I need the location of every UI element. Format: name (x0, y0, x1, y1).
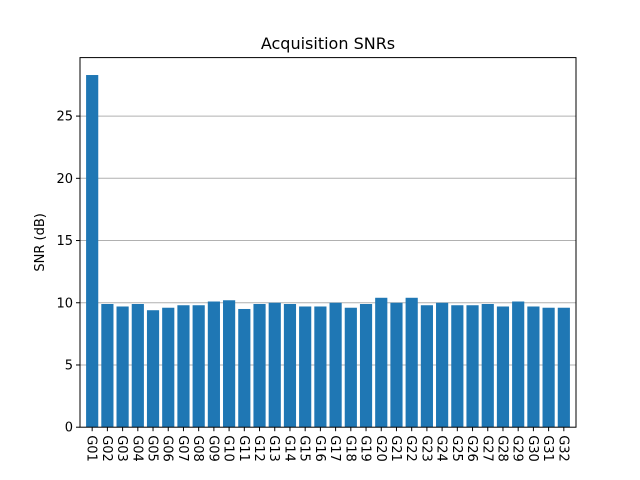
bar-g18 (344, 307, 357, 428)
bar-g03 (116, 306, 129, 428)
bar-g29 (512, 301, 525, 428)
y-tick-label: 0 (65, 421, 73, 436)
y-tick-label: 20 (56, 172, 73, 187)
x-tick-label: G21 (388, 435, 403, 462)
x-tick-label: G23 (418, 435, 433, 462)
bar-g16 (314, 306, 327, 428)
x-tick-label: G04 (129, 435, 144, 462)
bar-g23 (420, 305, 433, 428)
bar-g05 (146, 310, 160, 428)
x-tick-label: G09 (205, 435, 220, 462)
x-tick-label: G22 (403, 435, 418, 462)
x-tick-label: G29 (510, 435, 525, 462)
y-axis-ticks: 0 5 10 15 20 25 (56, 110, 80, 436)
bar-g24 (436, 302, 449, 428)
bar-g15 (299, 306, 312, 428)
bar-g26 (466, 305, 479, 428)
bar-g07 (177, 305, 190, 428)
bar-g27 (481, 304, 494, 428)
bar-g17 (329, 302, 342, 428)
bar-g22 (405, 297, 418, 428)
bar-g04 (131, 304, 144, 428)
x-tick-label: G32 (555, 435, 570, 462)
bar-g28 (496, 306, 510, 428)
x-tick-label: G12 (251, 435, 266, 462)
bar-g31 (542, 307, 555, 428)
y-tick-label: 25 (56, 110, 73, 125)
x-tick-label: G13 (266, 435, 281, 462)
x-tick-label: G10 (221, 435, 236, 462)
bar-g11 (238, 308, 251, 428)
x-tick-label: G18 (342, 435, 357, 462)
bar-g30 (527, 306, 540, 428)
x-tick-label: G27 (479, 435, 494, 462)
bar-g20 (375, 297, 388, 428)
x-tick-label: G16 (312, 435, 327, 462)
bar-g09 (207, 301, 220, 428)
bar-g10 (223, 300, 236, 428)
chart-title: Acquisition SNRs (261, 34, 395, 53)
x-tick-label: G31 (540, 435, 555, 462)
x-tick-label: G17 (327, 435, 342, 462)
bar-g12 (253, 304, 266, 428)
bars (86, 75, 570, 428)
x-tick-label: G05 (145, 435, 160, 462)
y-tick-label: 5 (65, 358, 73, 373)
x-tick-label: G15 (297, 435, 312, 462)
x-tick-label: G24 (434, 435, 449, 462)
x-tick-label: G08 (190, 435, 205, 462)
x-axis-ticks: G01 G02 G03 G04 G05 G06 G07 G08 G09 G10 G11 G12 G13 G… (84, 427, 570, 462)
x-tick-label: G14 (281, 435, 296, 462)
x-tick-label: G06 (160, 435, 175, 462)
x-tick-label: G25 (449, 435, 464, 462)
bar-g08 (192, 305, 205, 428)
plot-frame (79, 57, 577, 428)
bar-g14 (283, 304, 297, 428)
x-tick-label: G19 (358, 435, 373, 462)
y-tick-label: 15 (56, 234, 73, 249)
bar-g19 (359, 304, 373, 428)
y-axis-label: SNR (dB) (33, 213, 48, 271)
bar-g13 (268, 302, 281, 428)
x-tick-label: G03 (114, 435, 129, 462)
x-tick-label: G26 (464, 435, 479, 462)
y-tick-label: 10 (56, 296, 73, 311)
x-tick-label: G11 (236, 435, 251, 462)
bar-g25 (451, 305, 464, 428)
x-tick-label: G20 (373, 435, 388, 462)
x-tick-label: G01 (84, 435, 99, 462)
bar-g01 (86, 75, 99, 428)
bar-g32 (557, 307, 570, 428)
x-tick-label: G30 (525, 435, 540, 462)
x-tick-label: G28 (494, 435, 509, 462)
x-tick-label: G02 (99, 435, 114, 462)
x-tick-label: G07 (175, 435, 190, 462)
bar-g06 (162, 307, 175, 428)
bar-g02 (101, 304, 114, 428)
bar-g21 (390, 302, 403, 428)
